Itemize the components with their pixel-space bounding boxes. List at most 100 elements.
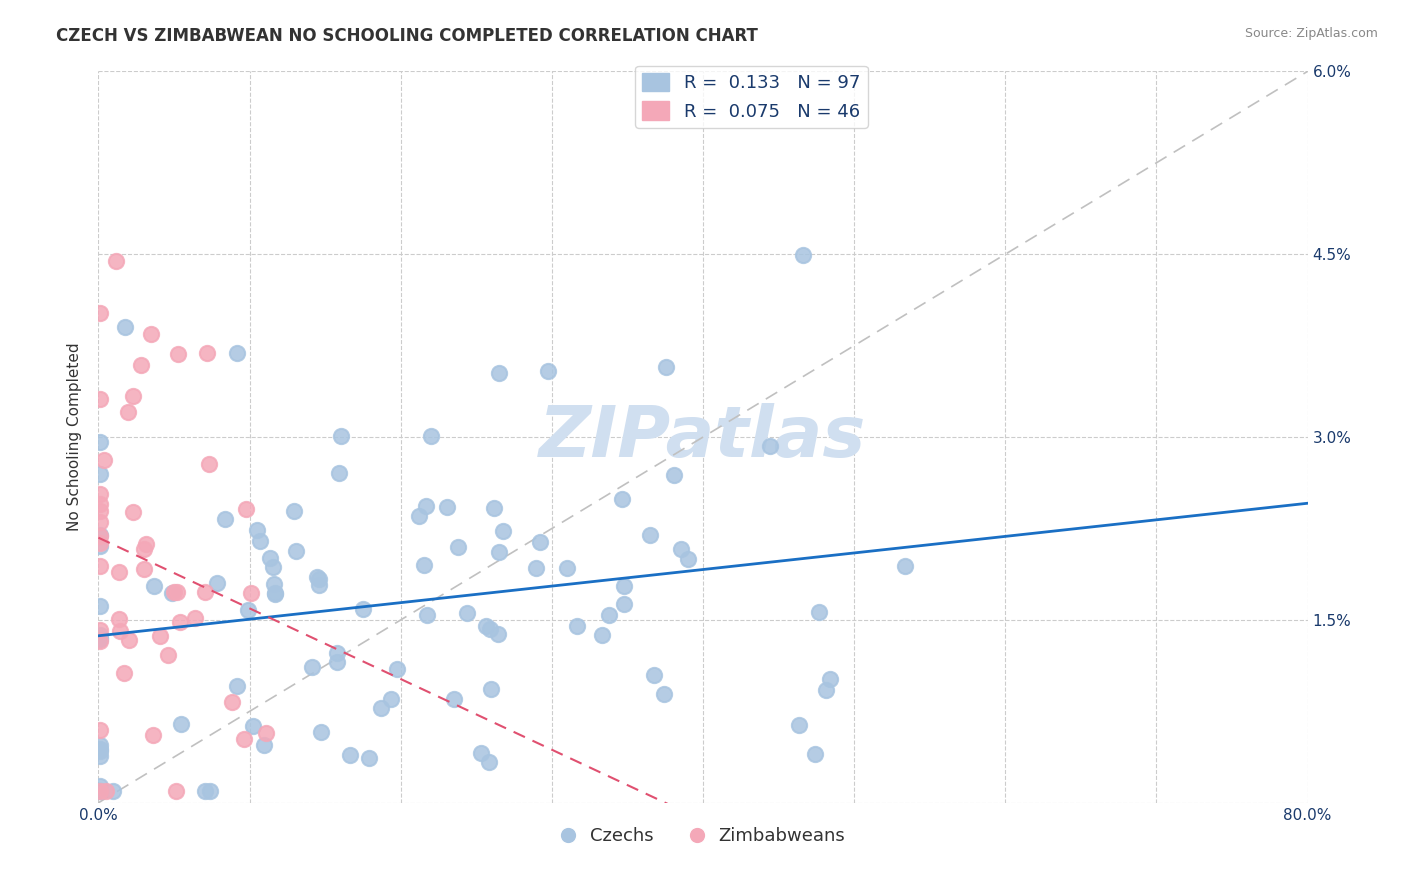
Zimbabweans [122,389,145,403]
Czechs [284,544,307,558]
Czechs [205,575,228,590]
Zimbabweans [89,536,111,550]
Czechs [413,558,436,573]
Czechs [385,662,408,676]
Zimbabweans [89,723,111,737]
Zimbabweans [89,783,111,797]
Czechs [308,578,330,592]
Czechs [194,783,217,797]
Zimbabweans [135,537,157,551]
Czechs [326,646,349,660]
Czechs [89,741,111,756]
Zimbabweans [94,783,117,797]
Czechs [598,607,620,622]
Czechs [808,606,831,620]
Zimbabweans [89,503,111,517]
Czechs [662,468,685,483]
Czechs [359,751,381,765]
Czechs [236,602,259,616]
Czechs [89,632,111,646]
Zimbabweans [232,732,254,747]
Czechs [114,319,136,334]
Czechs [170,717,193,731]
Czechs [328,467,350,481]
Czechs [301,660,323,674]
Czechs [669,542,692,557]
Zimbabweans [89,306,111,320]
Czechs [479,681,502,696]
Czechs [226,346,249,360]
Czechs [249,533,271,548]
Czechs [443,692,465,706]
Czechs [446,540,468,554]
Zimbabweans [157,648,180,663]
Czechs [815,682,838,697]
Zimbabweans [89,392,111,406]
Czechs [792,248,814,262]
Zimbabweans [132,561,155,575]
Czechs [264,586,287,600]
Zimbabweans [132,541,155,556]
Czechs [89,783,111,797]
Y-axis label: No Schooling Completed: No Schooling Completed [67,343,83,532]
Czechs [678,552,700,566]
Zimbabweans [235,502,257,516]
Czechs [416,607,439,622]
Czechs [613,579,636,593]
Czechs [478,755,501,769]
Zimbabweans [118,632,141,647]
Czechs [89,779,111,793]
Zimbabweans [149,629,172,643]
Zimbabweans [112,666,135,681]
Czechs [305,570,328,584]
Czechs [482,500,505,515]
Czechs [486,627,509,641]
Czechs [456,606,478,620]
Czechs [89,435,111,450]
Zimbabweans [183,611,205,625]
Zimbabweans [89,558,111,573]
Czechs [326,656,349,670]
Czechs [436,500,458,514]
Czechs [283,503,305,517]
Zimbabweans [239,585,262,599]
Czechs [789,718,811,732]
Czechs [89,748,111,763]
Zimbabweans [129,359,152,373]
Czechs [162,586,184,600]
Zimbabweans [107,612,129,626]
Zimbabweans [165,783,187,797]
Czechs [488,545,510,559]
Czechs [89,632,111,646]
Text: CZECH VS ZIMBABWEAN NO SCHOOLING COMPLETED CORRELATION CHART: CZECH VS ZIMBABWEAN NO SCHOOLING COMPLET… [56,27,758,45]
Zimbabweans [194,584,217,599]
Zimbabweans [89,633,111,648]
Zimbabweans [142,728,165,742]
Czechs [245,523,267,537]
Zimbabweans [89,487,111,501]
Czechs [643,668,665,682]
Legend: Czechs, Zimbabweans: Czechs, Zimbabweans [554,820,852,852]
Zimbabweans [169,615,191,629]
Zimbabweans [89,623,111,637]
Czechs [529,535,551,549]
Czechs [638,527,661,541]
Czechs [89,743,111,757]
Text: ZIPatlas: ZIPatlas [540,402,866,472]
Zimbabweans [117,405,139,419]
Zimbabweans [110,624,132,639]
Czechs [311,725,333,739]
Czechs [101,783,124,797]
Czechs [408,508,430,523]
Zimbabweans [163,584,186,599]
Czechs [820,672,842,686]
Czechs [555,560,578,574]
Czechs [253,739,276,753]
Czechs [226,679,249,693]
Czechs [652,687,675,701]
Czechs [242,719,264,733]
Czechs [263,577,285,591]
Czechs [470,747,492,761]
Czechs [370,701,392,715]
Zimbabweans [166,584,188,599]
